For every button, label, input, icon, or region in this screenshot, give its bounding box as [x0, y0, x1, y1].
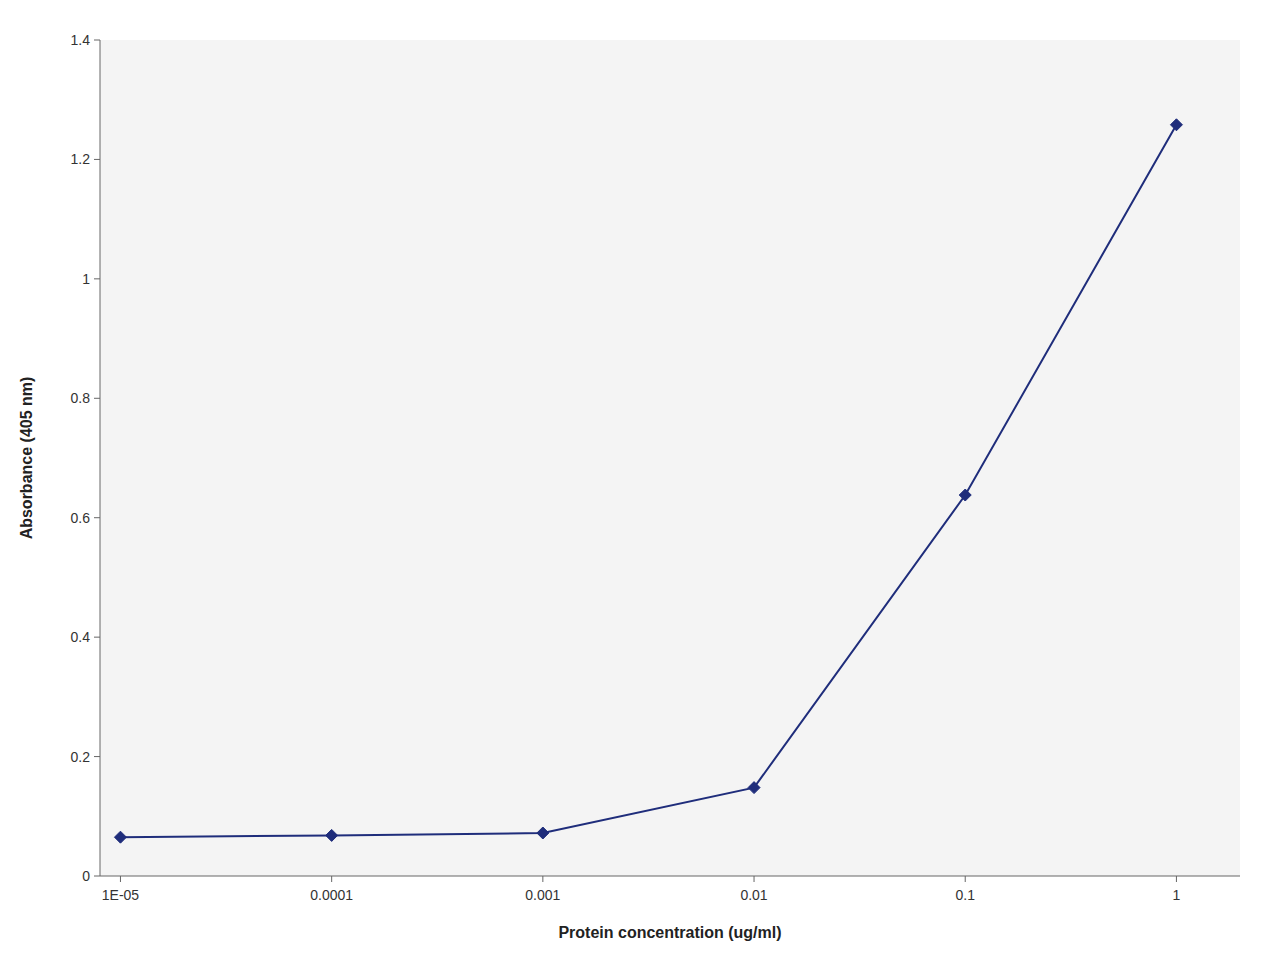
y-tick: [94, 637, 100, 638]
y-tick-label: 0.4: [71, 629, 91, 645]
y-tick-label: 1.4: [71, 32, 91, 48]
y-tick: [94, 40, 100, 41]
x-tick-label: 0.1: [955, 887, 975, 903]
plot-area: [100, 40, 1240, 876]
chart: 1E-05 0.0001 0.001 0.01 0.1 1 0 0.2 0.4 0.6 0.8 1 1.…: [0, 0, 1280, 966]
y-axis-label: Absorbance (405 nm): [18, 377, 35, 540]
data-point: [1170, 119, 1182, 131]
y-tick-label: 0.6: [71, 510, 91, 526]
y-tick: [94, 756, 100, 757]
y-tick-label: 0: [82, 868, 90, 884]
x-axis-line: [100, 876, 1240, 877]
y-tick-label: 1.2: [71, 151, 91, 167]
x-tick-label: 0.01: [740, 887, 767, 903]
x-tick: [754, 876, 755, 882]
y-tick-label: 0.2: [71, 749, 91, 765]
y-tick: [94, 398, 100, 399]
y-tick: [94, 159, 100, 160]
x-tick: [965, 876, 966, 882]
x-tick: [331, 876, 332, 882]
x-tick-label: 0.0001: [310, 887, 353, 903]
y-axis-line: [100, 40, 101, 876]
data-point: [326, 829, 338, 841]
data-point: [114, 831, 126, 843]
x-axis-label: Protein concentration (ug/ml): [558, 924, 781, 941]
x-tick-label: 0.001: [525, 887, 560, 903]
y-tick: [94, 876, 100, 877]
data-point: [959, 489, 971, 501]
y-tick: [94, 517, 100, 518]
x-tick: [1176, 876, 1177, 882]
x-tick-label: 1: [1173, 887, 1181, 903]
x-tick: [542, 876, 543, 882]
data-point: [537, 827, 549, 839]
data-point: [748, 782, 760, 794]
series-line: [120, 125, 1176, 837]
y-tick-label: 1: [82, 271, 90, 287]
y-tick-label: 0.8: [71, 390, 91, 406]
y-tick: [94, 278, 100, 279]
x-tick-label: 1E-05: [102, 887, 140, 903]
x-tick: [120, 876, 121, 882]
plot-marks: [114, 119, 1182, 843]
